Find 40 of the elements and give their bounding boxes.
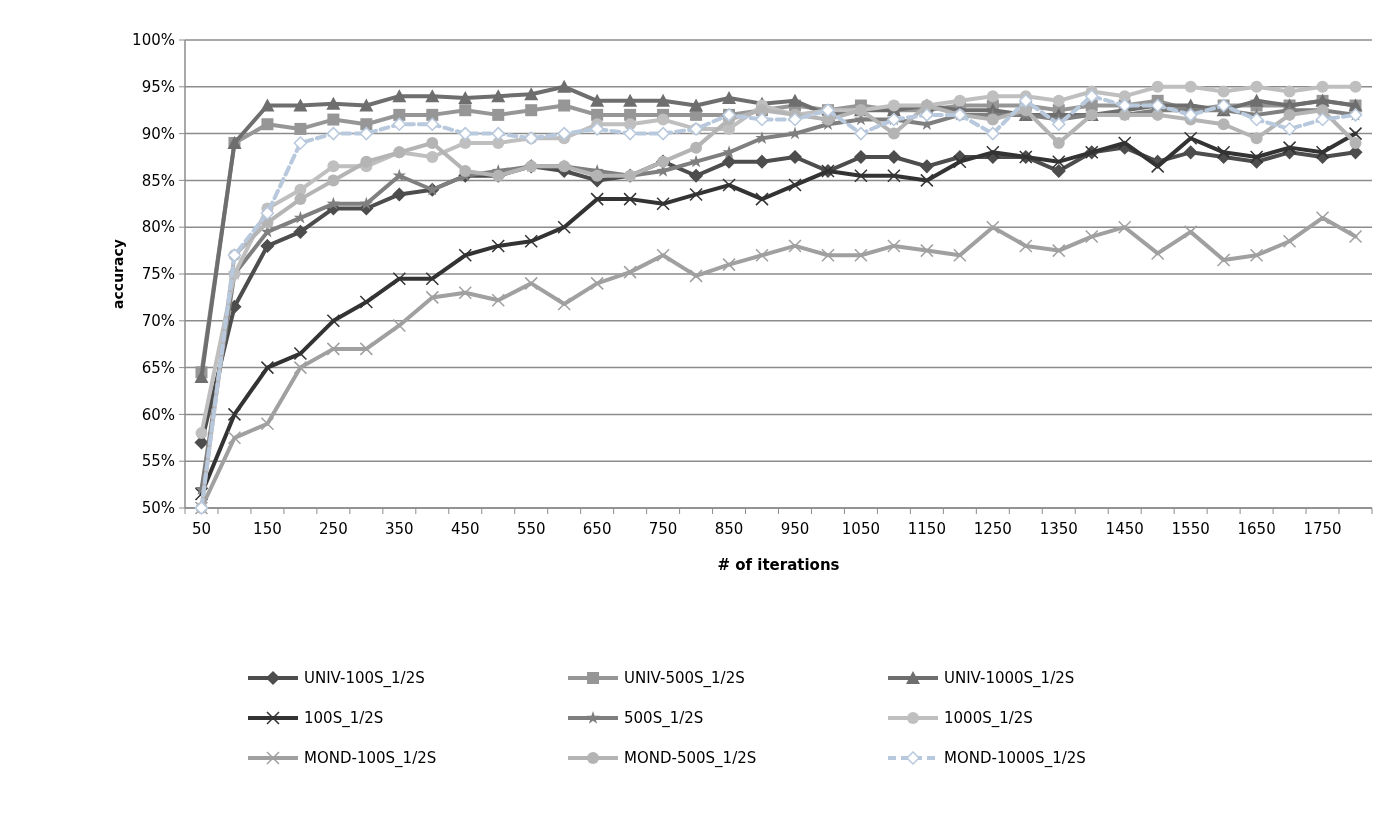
legend-label: MOND-100S_1/2S xyxy=(304,749,437,769)
y-tick-label: 100% xyxy=(132,31,175,50)
x-tick-label: 850 xyxy=(714,520,744,538)
x-tick-label: 150 xyxy=(253,520,282,538)
legend-label: UNIV-100S_1/2S xyxy=(304,669,425,689)
x-tick-label: 550 xyxy=(516,520,546,538)
y-tick-label: 85% xyxy=(141,171,175,190)
legend-label: MOND-500S_1/2S xyxy=(624,749,757,769)
y-tick-label: 90% xyxy=(141,124,175,143)
x-tick-label: 1350 xyxy=(1039,520,1078,538)
legend-label: 100S_1/2S xyxy=(304,709,384,729)
legend-label: UNIV-1000S_1/2S xyxy=(944,669,1075,689)
x-tick-label: 750 xyxy=(648,520,678,538)
y-tick-label: 75% xyxy=(141,265,175,284)
y-tick-label: 70% xyxy=(141,312,175,331)
legend-label: MOND-1000S_1/2S xyxy=(944,749,1086,769)
x-tick-label: 650 xyxy=(582,520,612,538)
legend-label: 1000S_1/2S xyxy=(944,709,1033,729)
legend-label: UNIV-500S_1/2S xyxy=(624,669,745,689)
x-tick-label: 50 xyxy=(191,520,212,538)
x-tick-label: 250 xyxy=(319,520,348,538)
x-tick-label: 350 xyxy=(385,520,414,538)
x-tick-label: 1650 xyxy=(1237,520,1276,538)
y-tick-label: 95% xyxy=(141,78,175,97)
legend-label: 500S_1/2S xyxy=(624,709,704,729)
y-tick-label: 60% xyxy=(141,405,175,424)
x-tick-label: 1250 xyxy=(973,520,1012,538)
y-tick-label: 80% xyxy=(141,218,175,237)
y-axis-title: accuracy xyxy=(110,239,126,309)
x-tick-label: 1150 xyxy=(907,520,946,538)
x-axis-title: # of iterations xyxy=(717,556,840,574)
x-tick-label: 1450 xyxy=(1105,520,1144,538)
x-tick-label: 1550 xyxy=(1171,520,1210,538)
y-tick-label: 50% xyxy=(141,499,175,518)
x-tick-label: 1050 xyxy=(841,520,881,538)
x-tick-label: 1750 xyxy=(1303,520,1342,538)
y-tick-label: 65% xyxy=(141,358,175,377)
x-tick-label: 450 xyxy=(450,520,480,538)
x-tick-label: 950 xyxy=(780,520,810,538)
y-tick-label: 55% xyxy=(141,452,175,471)
